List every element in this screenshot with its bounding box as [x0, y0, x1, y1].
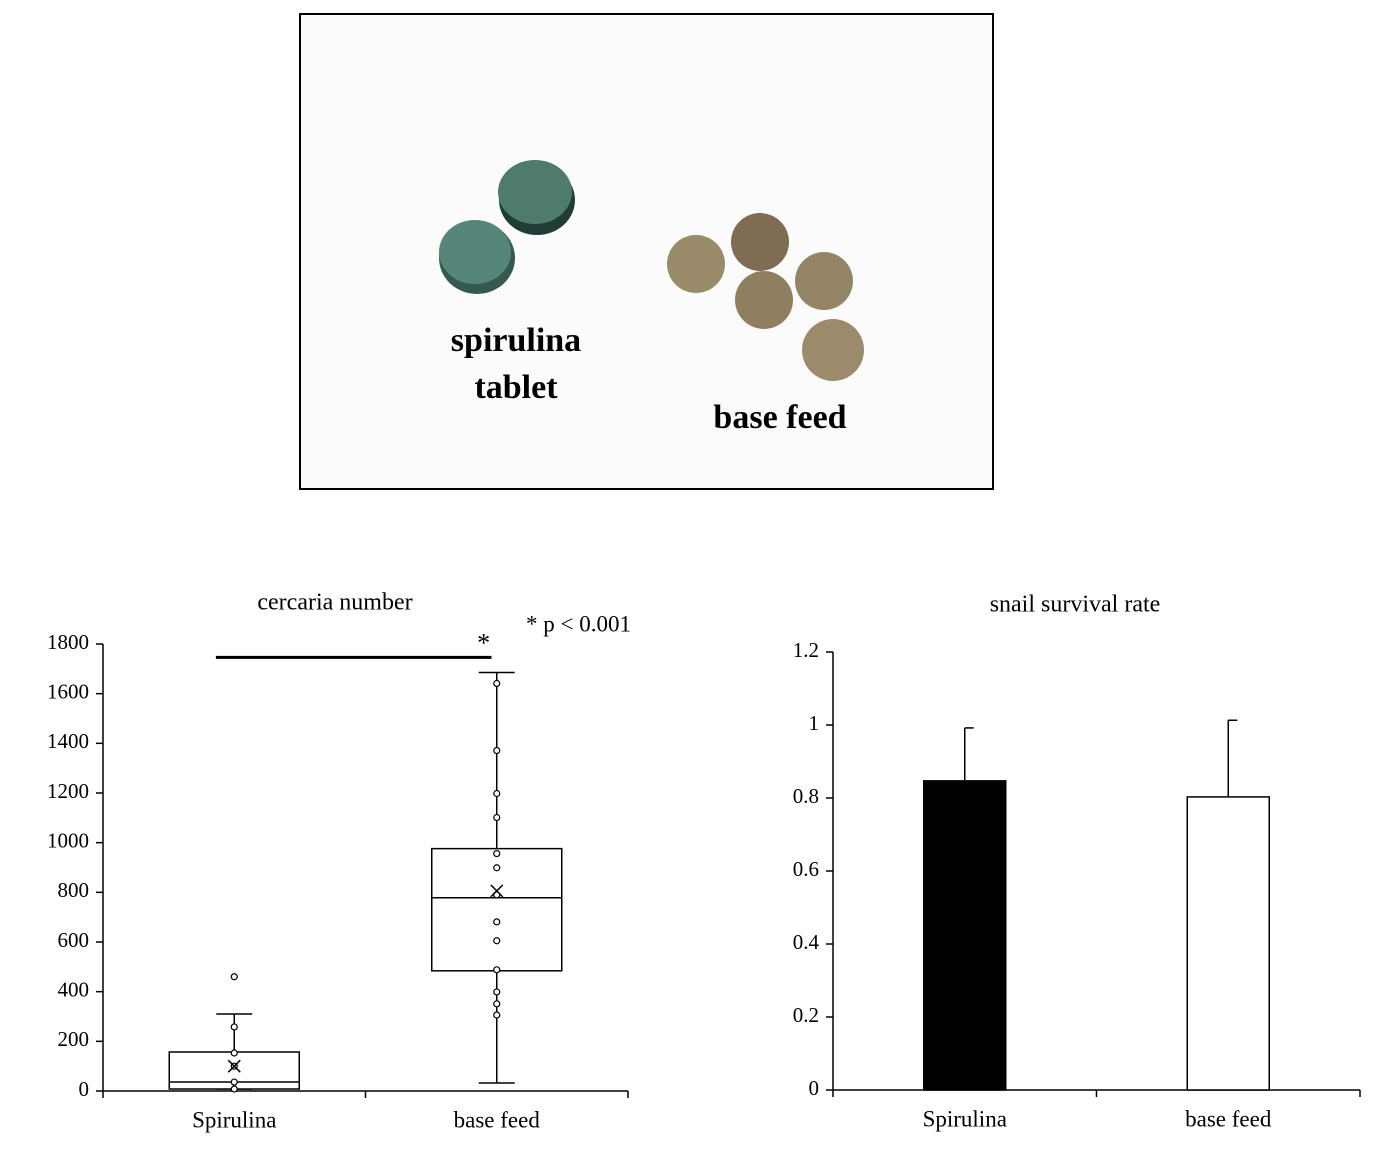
mean-stroke	[490, 884, 504, 898]
data-point	[230, 1078, 238, 1086]
tablet	[498, 160, 572, 224]
y-tick-label: 1200	[47, 779, 89, 803]
x-tick-label: base feed	[1185, 1106, 1272, 1131]
bar	[923, 780, 1007, 1091]
feed-pellet	[731, 213, 789, 271]
x-tick-label: base feed	[454, 1107, 541, 1132]
data-point	[493, 1011, 501, 1019]
y-tick-label: 0	[809, 1076, 820, 1100]
x-tick-label: Spirulina	[192, 1107, 276, 1132]
feed-pellet	[667, 235, 725, 293]
data-point	[230, 1023, 238, 1031]
mean-marker	[227, 1059, 241, 1073]
data-point	[230, 973, 238, 981]
y-tick-label: 1	[809, 711, 820, 735]
data-point	[493, 918, 501, 926]
significance-label: *	[477, 628, 490, 657]
data-point	[230, 1085, 238, 1093]
y-tick-label: 600	[58, 928, 90, 952]
data-point	[493, 937, 501, 945]
feed-pellet	[735, 271, 793, 329]
y-tick-label: 1800	[47, 630, 89, 654]
y-tick-label: 1000	[47, 828, 89, 852]
data-point	[493, 746, 501, 755]
chart-title: snail survival rate	[990, 592, 1161, 618]
y-tick-label: 0.6	[793, 857, 819, 881]
photo-frame	[299, 13, 994, 490]
feed-pellet	[802, 319, 864, 381]
photo-label: spirulina	[451, 322, 581, 359]
bar	[1186, 796, 1270, 1091]
data-point	[230, 1049, 238, 1057]
annotation: * p < 0.001	[526, 611, 631, 636]
data-point	[493, 813, 501, 822]
mean-stroke	[227, 1059, 241, 1073]
data-point	[493, 789, 501, 798]
data-point	[493, 679, 501, 688]
data-point	[493, 849, 501, 858]
feed-pellet	[795, 252, 853, 310]
photo: spirulina tablet base feed	[299, 13, 994, 490]
y-tick-label: 200	[58, 1027, 90, 1051]
y-tick-label: 800	[58, 878, 90, 902]
y-tick-label: 400	[58, 977, 90, 1001]
x-tick-label: Spirulina	[923, 1106, 1007, 1131]
y-tick-label: 0.2	[793, 1003, 819, 1027]
data-point	[493, 1000, 501, 1008]
y-tick-label: 1.2	[793, 638, 819, 662]
data-point	[493, 988, 501, 996]
y-tick-label: 0.4	[793, 930, 820, 954]
photo-label: tablet	[474, 369, 558, 406]
data-point	[493, 864, 501, 872]
mean-marker	[490, 884, 504, 898]
photo-label: base feed	[713, 399, 846, 436]
y-tick-label: 1400	[47, 729, 89, 753]
y-tick-label: 0.8	[793, 784, 819, 808]
tablet	[439, 220, 511, 284]
data-point	[493, 966, 501, 974]
y-tick-label: 1600	[47, 679, 89, 703]
chart-title: cercaria number	[257, 590, 412, 616]
y-tick-label: 0	[79, 1077, 90, 1101]
